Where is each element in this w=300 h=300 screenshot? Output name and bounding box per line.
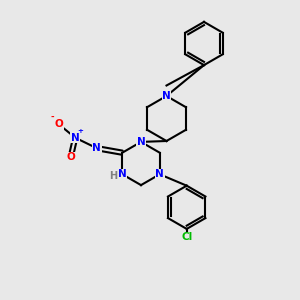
Text: N: N <box>136 137 146 147</box>
Text: N: N <box>118 169 127 179</box>
Text: N: N <box>92 143 101 153</box>
Text: +: + <box>78 128 83 134</box>
Text: Cl: Cl <box>181 232 192 242</box>
Text: -: - <box>50 113 54 122</box>
Text: O: O <box>66 152 75 162</box>
Text: N: N <box>155 169 164 179</box>
Text: H: H <box>109 171 117 181</box>
Text: N: N <box>71 133 80 143</box>
Text: N: N <box>162 91 171 101</box>
Text: N: N <box>162 91 171 101</box>
Text: O: O <box>54 119 63 129</box>
